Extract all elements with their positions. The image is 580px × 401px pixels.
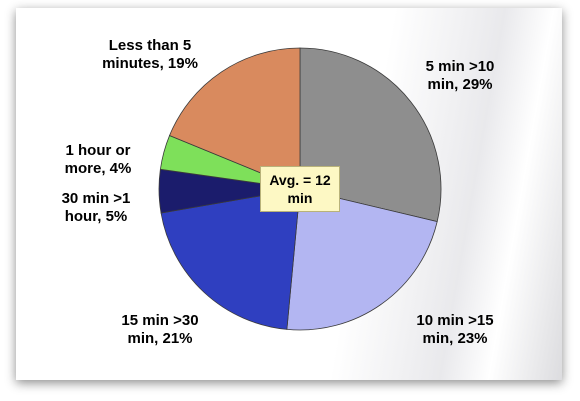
chart-frame (16, 8, 562, 380)
annotation: Avg. = 12 min (260, 166, 340, 212)
pie-slice (160, 188, 301, 330)
slice-label: 1 hour or more, 4% (64, 142, 132, 177)
slice-label: 10 min >15 min, 23% (416, 312, 494, 347)
slice-label: Less than 5 minutes, 19% (102, 37, 198, 72)
pie-slice (286, 188, 438, 331)
slice-label: 30 min >1 hour, 5% (61, 190, 131, 225)
pie-slice (169, 47, 301, 190)
slice-label: 15 min >30 min, 21% (121, 312, 199, 347)
slice-label: 5 min >10 min, 29% (425, 58, 495, 93)
